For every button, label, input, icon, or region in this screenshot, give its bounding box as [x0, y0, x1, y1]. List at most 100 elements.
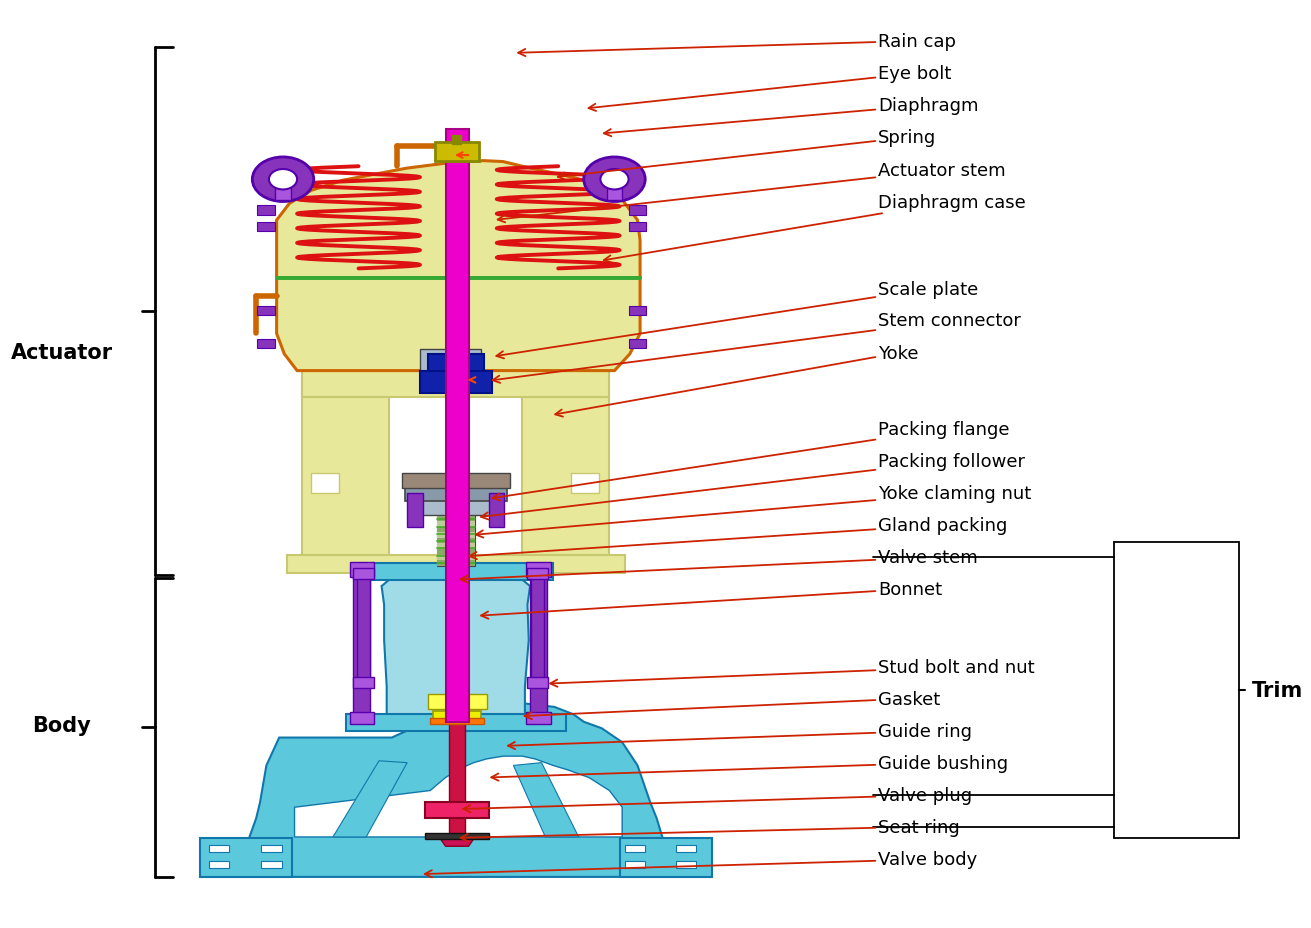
Text: Valve stem: Valve stem	[460, 548, 978, 583]
Text: Valve body: Valve body	[425, 850, 978, 878]
Bar	[430, 718, 484, 724]
Bar	[311, 473, 340, 494]
Bar	[437, 544, 475, 549]
Circle shape	[600, 170, 628, 190]
Bar	[425, 802, 489, 818]
Circle shape	[269, 170, 298, 190]
Text: Yoke: Yoke	[556, 344, 919, 418]
Polygon shape	[277, 278, 640, 371]
Text: Packing flange: Packing flange	[493, 420, 1009, 501]
Bar	[287, 555, 625, 574]
Polygon shape	[295, 756, 623, 837]
Text: Stud bolt and nut: Stud bolt and nut	[551, 658, 1034, 687]
Bar	[527, 568, 548, 579]
Text: Diaphragm case: Diaphragm case	[604, 193, 1027, 264]
Bar	[526, 713, 551, 724]
Text: Body: Body	[33, 715, 90, 736]
Bar	[303, 379, 389, 566]
Bar	[628, 223, 646, 232]
Bar	[628, 206, 646, 215]
Bar	[437, 533, 475, 538]
Text: Scale plate: Scale plate	[497, 280, 978, 359]
Bar	[437, 538, 475, 544]
Bar	[489, 494, 505, 527]
Bar	[405, 486, 507, 501]
Bar	[358, 563, 553, 580]
Bar	[531, 574, 544, 687]
Text: Packing follower: Packing follower	[481, 452, 1025, 520]
Bar	[358, 574, 370, 687]
Text: Guide bushing: Guide bushing	[492, 754, 1008, 780]
Bar	[208, 845, 229, 852]
Bar	[530, 571, 547, 719]
Bar	[350, 713, 374, 724]
Bar	[437, 555, 475, 561]
Polygon shape	[438, 835, 476, 846]
Bar	[275, 180, 291, 200]
Bar	[625, 861, 645, 868]
Bar	[408, 494, 422, 527]
Text: Gland packing: Gland packing	[469, 516, 1008, 560]
Bar	[676, 861, 696, 868]
Text: Gasket: Gasket	[524, 690, 940, 719]
Bar	[261, 845, 282, 852]
Bar	[350, 562, 374, 577]
Bar	[354, 677, 374, 689]
Bar	[303, 362, 610, 397]
Bar	[452, 135, 461, 145]
Bar	[437, 527, 475, 533]
Bar	[420, 371, 492, 393]
Bar	[437, 549, 475, 555]
Bar	[628, 306, 646, 316]
Bar	[414, 498, 497, 515]
Bar	[425, 833, 489, 839]
Circle shape	[252, 158, 313, 202]
Bar	[257, 206, 275, 215]
Circle shape	[583, 158, 645, 202]
Bar	[607, 180, 623, 200]
Bar	[354, 568, 374, 579]
Text: Actuator stem: Actuator stem	[498, 161, 1006, 223]
Bar	[527, 677, 548, 689]
Bar	[437, 515, 475, 566]
Text: Bonnet: Bonnet	[481, 580, 943, 619]
Polygon shape	[277, 161, 640, 278]
Bar	[257, 223, 275, 232]
Text: Trim: Trim	[1252, 680, 1303, 701]
Polygon shape	[382, 574, 530, 722]
Bar	[257, 306, 275, 316]
Text: Diaphragm: Diaphragm	[604, 97, 978, 137]
Bar	[261, 861, 282, 868]
Text: Actuator: Actuator	[10, 342, 113, 363]
Bar	[208, 861, 229, 868]
Text: Eye bolt: Eye bolt	[589, 65, 952, 111]
Bar	[433, 711, 481, 720]
Bar	[676, 845, 696, 852]
Text: Spring: Spring	[557, 129, 936, 180]
Polygon shape	[333, 761, 408, 837]
Bar	[625, 845, 645, 852]
Bar	[572, 473, 599, 494]
Text: Valve plug: Valve plug	[463, 786, 973, 812]
Bar	[257, 340, 275, 349]
Polygon shape	[514, 763, 578, 837]
Bar	[437, 561, 475, 566]
Bar	[522, 379, 610, 566]
Text: Seat ring: Seat ring	[460, 818, 960, 842]
Bar	[437, 516, 475, 522]
Polygon shape	[215, 703, 708, 877]
Text: Stem connector: Stem connector	[493, 312, 1021, 383]
Bar	[427, 354, 484, 382]
Bar	[620, 838, 712, 877]
Bar	[450, 719, 465, 835]
Bar	[402, 473, 510, 488]
Text: Guide ring: Guide ring	[507, 722, 973, 749]
Bar	[354, 571, 370, 719]
Bar	[420, 350, 481, 376]
Bar	[526, 562, 551, 577]
Bar	[427, 694, 486, 709]
Text: Rain cap: Rain cap	[518, 32, 956, 57]
Bar	[346, 715, 566, 731]
Bar	[628, 340, 646, 349]
Text: Yoke claming nut: Yoke claming nut	[476, 484, 1032, 538]
